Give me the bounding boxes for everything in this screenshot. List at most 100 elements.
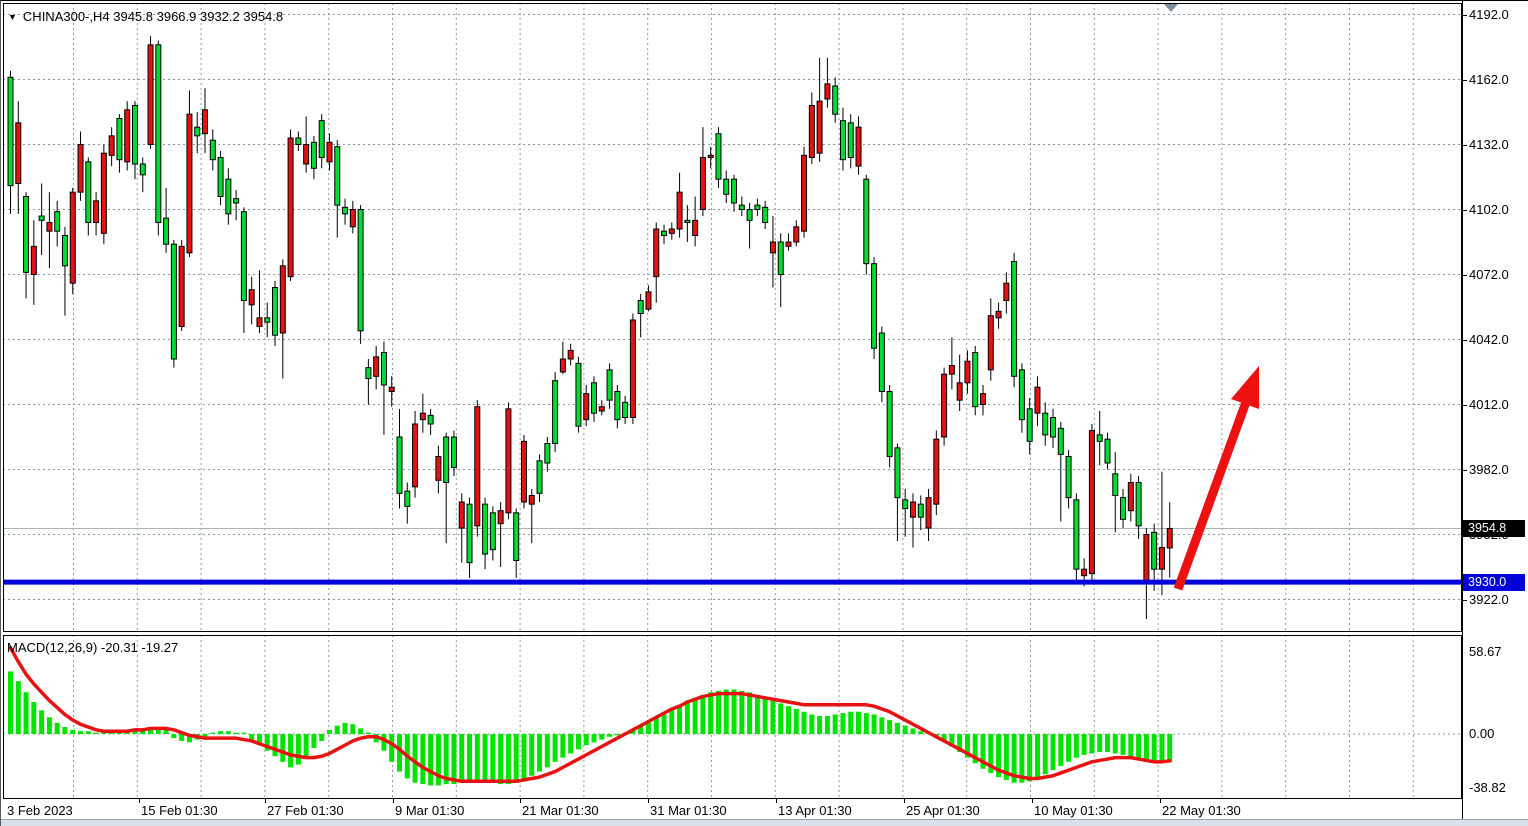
- macd-histogram-bar: [467, 734, 473, 783]
- candle-body: [987, 315, 994, 371]
- candle-body: [1018, 369, 1025, 421]
- candle-body: [536, 460, 543, 494]
- candle-body: [38, 215, 45, 221]
- time-tick-label: 31 Mar 01:30: [650, 803, 727, 818]
- macd-histogram-bar: [715, 690, 721, 734]
- candle-body: [956, 382, 963, 401]
- price-tick-mark: [1462, 339, 1467, 341]
- candle-body: [505, 408, 512, 514]
- macd-histogram-bar: [700, 695, 706, 734]
- macd-histogram-bar: [1019, 734, 1025, 783]
- macd-histogram-bar: [62, 727, 68, 734]
- macd-histogram-bar: [451, 734, 457, 785]
- macd-histogram-bar: [1058, 734, 1064, 766]
- candle-body: [598, 406, 605, 412]
- macd-histogram-bar: [46, 717, 52, 734]
- macd-histogram-bar: [669, 708, 675, 734]
- macd-histogram-bar: [793, 708, 799, 734]
- candle-body: [808, 105, 815, 159]
- candle-body: [100, 152, 107, 234]
- candle-body: [240, 211, 247, 302]
- macd-histogram-bar: [1050, 734, 1056, 771]
- macd-histogram-bar: [692, 697, 698, 734]
- candle-body: [886, 391, 893, 458]
- macd-histogram-bar: [1159, 734, 1165, 762]
- chart-title: ▼ CHINA300-,H4 3945.8 3966.9 3932.2 3954.…: [8, 9, 283, 24]
- macd-histogram-bar: [848, 711, 854, 734]
- candle-body: [1026, 408, 1033, 442]
- candle-body: [1143, 534, 1150, 583]
- candle-body: [380, 352, 387, 386]
- candle-body: [980, 393, 986, 406]
- arrow-annotation-head[interactable]: [1231, 366, 1259, 409]
- macd-histogram-bar: [653, 717, 659, 734]
- price-tick-mark: [1462, 209, 1467, 211]
- macd-histogram-bar: [256, 734, 262, 746]
- macd-histogram-bar: [1011, 734, 1017, 783]
- macd-histogram-bar: [894, 722, 900, 734]
- candle-body: [334, 146, 341, 206]
- candle-body: [1034, 386, 1041, 414]
- macd-indicator-canvas[interactable]: [3, 635, 1462, 799]
- candle-body: [61, 235, 68, 267]
- candle-body: [902, 499, 909, 510]
- macd-histogram-bar: [272, 734, 278, 757]
- candle-body: [684, 219, 691, 224]
- candle-body: [186, 113, 193, 254]
- price-tick-label: 4132.0: [1469, 136, 1509, 152]
- macd-histogram-bar: [342, 722, 348, 734]
- macd-histogram-bar: [1081, 734, 1087, 755]
- macd-histogram-bar: [887, 720, 893, 734]
- macd-histogram-bar: [420, 734, 426, 785]
- macd-histogram-bar: [1128, 734, 1134, 757]
- candle-body: [653, 228, 660, 278]
- candle-body: [357, 209, 364, 332]
- candle-body: [412, 423, 419, 488]
- macd-histogram-bar: [498, 734, 504, 785]
- macd-tick-label: 58.67: [1469, 644, 1502, 660]
- candle-body: [46, 222, 53, 232]
- candle-body: [155, 44, 162, 224]
- macd-histogram-bar: [809, 714, 815, 734]
- macd-histogram-bar: [85, 731, 91, 734]
- macd-histogram-bar: [918, 731, 924, 734]
- macd-histogram-bar: [599, 734, 605, 740]
- macd-histogram-bar: [661, 713, 667, 734]
- macd-histogram-bar: [770, 700, 776, 734]
- price-tick-label: 3922.0: [1469, 591, 1509, 607]
- macd-histogram-bar: [443, 734, 449, 785]
- price-tick-mark: [1462, 469, 1467, 471]
- price-chart-canvas[interactable]: [3, 3, 1462, 632]
- candle-body: [1120, 497, 1127, 520]
- macd-histogram-bar: [607, 734, 613, 737]
- current-price-tag: 3954.8: [1463, 519, 1525, 537]
- macd-histogram-bar: [474, 734, 480, 782]
- candle-body: [707, 154, 714, 159]
- macd-histogram-bar: [988, 734, 994, 773]
- macd-histogram-bar: [591, 734, 597, 743]
- candle-body: [295, 137, 302, 146]
- macd-histogram-bar: [101, 732, 107, 734]
- candle-body: [699, 157, 706, 211]
- candle-body: [832, 85, 839, 115]
- macd-histogram-bar: [8, 671, 13, 734]
- macd-histogram-bar: [856, 711, 862, 734]
- time-tick-label: 15 Feb 01:30: [141, 803, 218, 818]
- macd-histogram-bar: [996, 734, 1002, 778]
- candle-body: [676, 191, 683, 230]
- macd-histogram-bar: [1034, 734, 1040, 779]
- candle-body: [1104, 438, 1111, 464]
- macd-histogram-bar: [295, 734, 301, 765]
- macd-histogram-bar: [1112, 734, 1118, 754]
- candle-body: [917, 503, 924, 518]
- chart-shift-marker-icon[interactable]: [1164, 4, 1178, 12]
- candle-body: [575, 362, 582, 427]
- macd-histogram-bar: [350, 724, 356, 734]
- candle-body: [855, 126, 862, 167]
- symbol-dropdown-icon[interactable]: ▼: [8, 12, 17, 22]
- macd-histogram-bar: [583, 734, 589, 746]
- macd-histogram-bar: [723, 689, 729, 734]
- macd-histogram-bar: [381, 734, 387, 751]
- macd-histogram-bar: [739, 690, 745, 734]
- arrow-annotation-shaft[interactable]: [1173, 400, 1251, 591]
